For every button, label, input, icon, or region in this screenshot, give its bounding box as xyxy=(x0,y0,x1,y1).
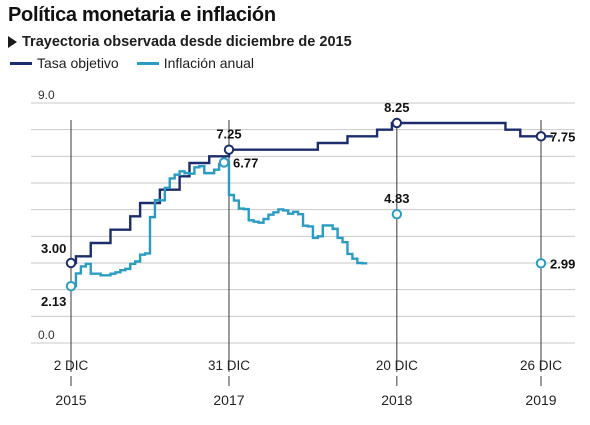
date-label-3: 26 DIC xyxy=(520,358,562,373)
date-label-1: 31 DIC xyxy=(208,358,250,373)
series-line-0 xyxy=(71,121,553,265)
vertical-marker-layer xyxy=(70,120,542,386)
year-label-0: 2015 xyxy=(55,392,86,408)
date-label-0: 2 DIC xyxy=(54,358,89,373)
chart-subtitle: Trayectoria observada desde diciembre de… xyxy=(22,34,352,50)
marker-layer xyxy=(65,117,547,292)
series-layer xyxy=(71,121,553,288)
legend-label-inflacion: Inflación anual xyxy=(163,55,255,71)
data-point-marker-3 xyxy=(218,157,230,168)
chart-title: Política monetaria e inflación xyxy=(8,4,276,26)
label-layer: 2 DIC 2015 31 DIC 2017 20 DIC 2018 26 DIC 2019 3… xyxy=(41,100,575,408)
year-label-1: 2017 xyxy=(213,392,244,408)
year-label-3: 2019 xyxy=(525,392,556,408)
series-line-1 xyxy=(71,161,368,288)
y-tick-label-1: 0.0 xyxy=(38,328,55,342)
legend-swatch-tasa xyxy=(10,61,32,65)
data-point-marker-0 xyxy=(65,257,77,269)
data-label-5: 4.83 xyxy=(384,191,409,206)
legend-item-tasa: Tasa objetivo xyxy=(10,55,119,71)
legend: Tasa objetivo Inflación anual xyxy=(10,55,272,71)
data-label-6: 7.75 xyxy=(550,129,575,144)
legend-swatch-inflacion xyxy=(136,61,159,65)
data-label-7: 2.99 xyxy=(550,256,575,271)
data-label-2: 7.25 xyxy=(216,127,241,142)
grid-layer: 9.0 0.0 xyxy=(31,88,575,344)
data-point-marker-6 xyxy=(535,131,547,142)
legend-label-tasa: Tasa objetivo xyxy=(37,55,119,71)
data-label-1: 2.13 xyxy=(41,294,66,309)
legend-item-inflacion: Inflación anual xyxy=(136,55,255,71)
date-label-2: 20 DIC xyxy=(376,358,418,373)
data-point-marker-1 xyxy=(65,281,77,292)
y-tick-label-0: 9.0 xyxy=(38,88,55,102)
data-point-marker-2 xyxy=(223,144,235,155)
year-label-2: 2018 xyxy=(381,392,412,408)
subtitle-marker-icon xyxy=(8,36,17,48)
data-label-0: 3.00 xyxy=(41,241,66,256)
data-point-marker-5 xyxy=(391,209,403,220)
subtitle-row: Trayectoria observada desde diciembre de… xyxy=(8,34,352,50)
data-point-marker-7 xyxy=(535,258,547,269)
data-label-3: 6.77 xyxy=(233,155,258,170)
data-point-marker-4 xyxy=(391,117,403,129)
data-label-4: 8.25 xyxy=(384,100,409,115)
